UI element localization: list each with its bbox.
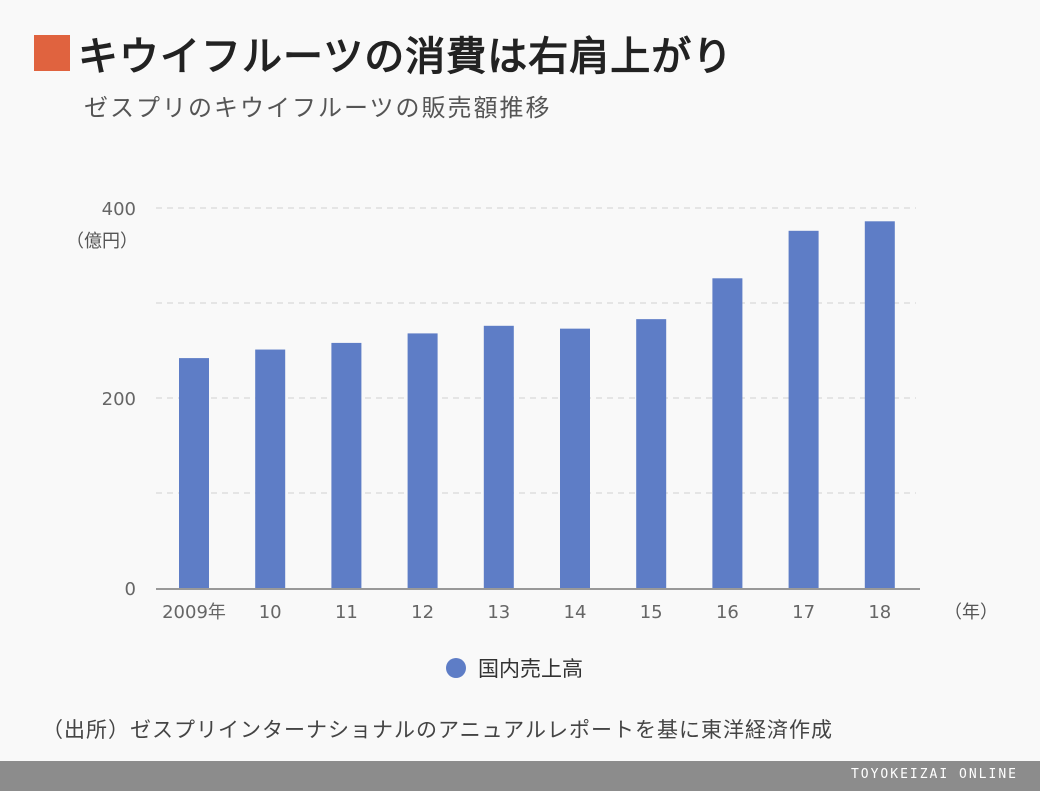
- legend: 国内売上高: [446, 653, 583, 683]
- bar-9: [864, 221, 895, 589]
- x-tick-label-6: 15: [640, 602, 663, 623]
- bar-chart: 400 200 0 2009年 10 11 12 13 14 15 16 17 18 （億円） （年）: [66, 199, 998, 623]
- x-tick-label-3: 12: [411, 602, 434, 623]
- footer-bar: TOYOKEIZAI ONLINE: [0, 761, 1040, 791]
- bars: [179, 221, 895, 589]
- x-axis-ticks: 2009年 10 11 12 13 14 15 16 17 18: [162, 602, 891, 623]
- source-note: （出所）ゼスプリインターナショナルのアニュアルレポートを基に東洋経済作成: [42, 718, 833, 742]
- legend-label: 国内売上高: [478, 657, 583, 681]
- bar-5: [560, 328, 590, 588]
- x-tick-label-5: 14: [564, 602, 587, 623]
- x-tick-label-8: 17: [792, 602, 815, 623]
- x-tick-label-9: 18: [868, 602, 891, 623]
- bar-2: [331, 342, 362, 588]
- title-marker-square: [34, 35, 70, 71]
- y-tick-label-0: 400: [102, 199, 136, 220]
- x-axis-unit-label: （年）: [944, 602, 998, 623]
- x-tick-label-0: 2009年: [162, 602, 226, 623]
- bar-6: [636, 319, 667, 588]
- bar-1: [255, 349, 286, 588]
- y-axis-ticks: 400 200 0: [102, 199, 136, 600]
- x-tick-label-2: 11: [335, 602, 358, 623]
- bar-7: [712, 278, 743, 588]
- y-tick-label-2: 0: [125, 579, 136, 600]
- y-tick-label-1: 200: [102, 389, 136, 410]
- title-block: キウイフルーツの消費は右肩上がり: [34, 28, 733, 80]
- bar-0: [179, 358, 209, 588]
- footer-brand: TOYOKEIZAI ONLINE: [850, 767, 1018, 782]
- bar-8: [788, 230, 819, 589]
- chart-subtitle: ゼスプリのキウイフルーツの販売額推移: [84, 94, 552, 122]
- x-tick-label-1: 10: [259, 602, 282, 623]
- x-tick-label-7: 16: [716, 602, 739, 623]
- chart-title: キウイフルーツの消費は右肩上がり: [78, 34, 734, 80]
- y-axis-unit-label: （億円）: [66, 231, 138, 252]
- x-tick-label-4: 13: [487, 602, 510, 623]
- bar-3: [407, 333, 438, 588]
- bar-4: [483, 325, 514, 588]
- legend-swatch: [446, 658, 466, 678]
